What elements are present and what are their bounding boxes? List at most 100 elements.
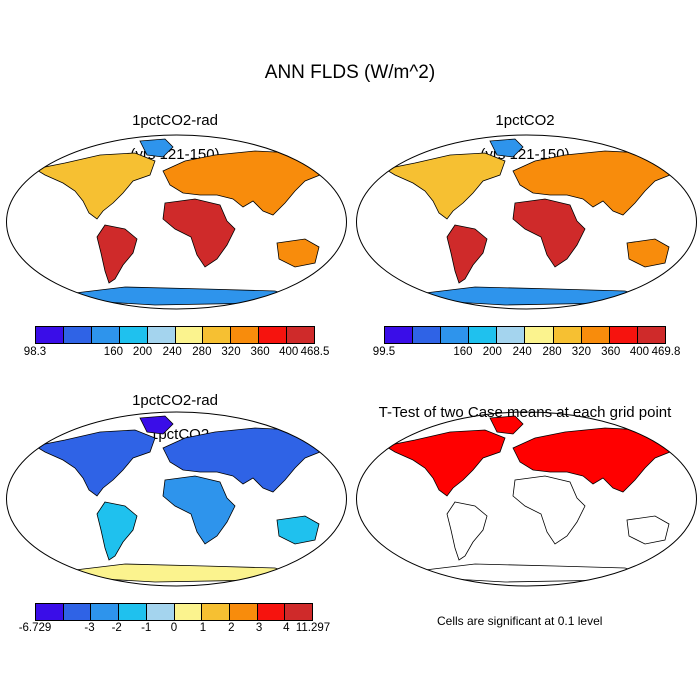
landmass-eurasia	[512, 427, 676, 493]
landmass-australia	[626, 238, 670, 268]
colorbar-swatch	[609, 327, 638, 343]
colorbar-difference-labels: -6.729 -3 -2 -1 0 1 2 3 4 11.297	[19, 622, 330, 638]
landmass-antarctica	[74, 563, 296, 583]
colorbar-tick-label: 4	[283, 622, 290, 634]
colorbar-tick-label: 468.5	[300, 346, 330, 358]
colorbar-tick-label: 280	[542, 346, 562, 358]
landmass-eurasia	[162, 427, 326, 493]
landmass-namerica	[383, 152, 506, 220]
colorbar-tick-label: 320	[221, 346, 241, 358]
colorbar-swatch	[287, 327, 315, 343]
colorbar-swatch	[469, 327, 498, 343]
colorbar-swatch	[63, 327, 92, 343]
colorbar-tick-label: 400	[279, 346, 299, 358]
map-1pctco2-rad	[6, 134, 347, 310]
colorbar-tick-label: 200	[132, 346, 153, 358]
panel-title-rad-line1: 1pctCO2-rad	[132, 112, 218, 129]
colorbar-swatch	[203, 327, 232, 343]
figure-title: ANN FLDS (W/m^2)	[264, 62, 436, 83]
colorbar-tick-label: 3	[255, 622, 263, 634]
landmass-namerica	[383, 429, 506, 497]
panel-title-ttest: T-Test of two Case means at each grid po…	[352, 387, 698, 438]
colorbar-swatch	[553, 327, 582, 343]
colorbar-tick-label: 160	[453, 346, 473, 358]
map-border	[6, 411, 347, 587]
colorbar-swatch	[174, 604, 203, 620]
colorbar-tick-label: -6.729	[18, 622, 52, 634]
landmass-africa	[512, 475, 586, 545]
panel-title-ctrl-line1: 1pctCO2	[495, 112, 555, 129]
colorbar-swatch	[91, 327, 120, 343]
colorbar-swatch	[385, 327, 414, 343]
landmass-antarctica	[424, 563, 646, 583]
landmass-australia	[276, 238, 320, 268]
map-difference	[6, 411, 347, 587]
panel-title-diff-line1: 1pctCO2-rad	[132, 392, 218, 409]
colorbar-tick-label: 469.8	[651, 346, 681, 358]
landmass-eurasia	[512, 150, 676, 216]
colorbar-swatch	[36, 604, 64, 620]
colorbar-swatch	[413, 327, 442, 343]
landmass-namerica	[33, 152, 156, 220]
colorbar-swatch	[497, 327, 526, 343]
colorbar-swatch	[119, 327, 148, 343]
colorbar-difference	[35, 603, 313, 621]
landmass-greenland	[139, 415, 174, 435]
landmass-samerica	[96, 224, 138, 284]
landmass-africa	[512, 198, 586, 268]
landmass-samerica	[446, 224, 488, 284]
landmass-antarctica	[74, 286, 296, 306]
colorbar-swatch	[202, 604, 230, 620]
colorbar-tick-label: 240	[162, 346, 182, 358]
colorbar-swatch	[637, 327, 665, 343]
colorbar-tick-label: 240	[512, 346, 532, 358]
colorbar-swatch	[231, 327, 260, 343]
landmass-africa	[162, 475, 236, 545]
map-border	[356, 411, 697, 587]
colorbar-swatch	[63, 604, 92, 620]
colorbar-tick-label: 280	[192, 346, 212, 358]
landmass-eurasia	[162, 150, 326, 216]
colorbar-tick-label: 160	[103, 346, 123, 358]
colorbar-tick-label: 360	[601, 346, 621, 358]
colorbar-tick-label: 11.297	[295, 622, 331, 634]
colorbar-1pctco2	[384, 326, 666, 344]
landmass-samerica	[96, 501, 138, 561]
landmass-australia	[626, 515, 670, 545]
colorbar-tick-label: 1	[199, 622, 207, 634]
colorbar-swatch	[36, 327, 64, 343]
colorbar-tick-label: 2	[228, 622, 235, 634]
map-border	[356, 134, 697, 310]
colorbar-swatch	[147, 327, 176, 343]
colorbar-tick-label: 200	[482, 346, 502, 358]
colorbar-swatch	[175, 327, 204, 343]
landmass-australia	[276, 515, 320, 545]
colorbar-1pctco2-labels: 99.5 160 200 240 280 320 360 400 469.8	[373, 346, 681, 362]
landmass-greenland	[489, 415, 524, 435]
landmass-namerica	[33, 429, 156, 497]
landmass-greenland	[139, 138, 174, 158]
landmass-antarctica	[424, 286, 646, 306]
colorbar-tick-label: 98.3	[23, 346, 47, 358]
panel-title-ttest-line1: T-Test of two Case means at each grid po…	[378, 404, 672, 421]
colorbar-swatch	[285, 604, 313, 620]
significance-note: Cells are significant at 0.1 level	[437, 614, 603, 628]
colorbar-tick-label: 400	[629, 346, 650, 358]
colorbar-swatch	[581, 327, 610, 343]
colorbar-tick-label: -1	[141, 622, 152, 634]
colorbar-swatch	[119, 604, 147, 620]
colorbar-swatch	[91, 604, 120, 620]
colorbar-swatch	[525, 327, 554, 343]
colorbar-swatch	[441, 327, 470, 343]
colorbar-tick-label: 0	[170, 622, 178, 634]
map-1pctco2	[356, 134, 697, 310]
colorbar-swatch	[257, 604, 286, 620]
colorbar-swatch	[146, 604, 175, 620]
colorbar-swatch	[229, 604, 258, 620]
colorbar-1pctco2-rad	[35, 326, 315, 344]
colorbar-tick-label: 99.5	[372, 346, 396, 358]
map-ttest	[356, 411, 697, 587]
colorbar-tick-label: -3	[84, 622, 95, 634]
colorbar-swatch	[259, 327, 288, 343]
colorbar-tick-label: 320	[571, 346, 591, 358]
